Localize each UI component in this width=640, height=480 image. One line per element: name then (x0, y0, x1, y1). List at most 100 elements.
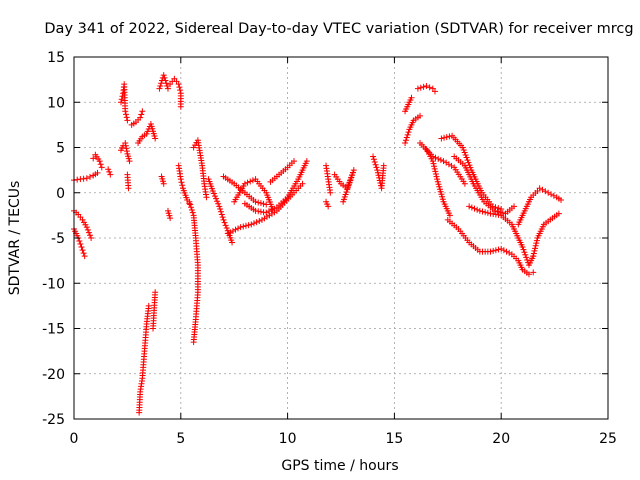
data-point (474, 206, 481, 213)
series-track-37 (444, 216, 537, 278)
data-point (436, 186, 443, 193)
data-point (487, 248, 494, 255)
data-point (463, 154, 470, 161)
data-point (545, 189, 552, 196)
data-point (242, 222, 249, 229)
data-point (160, 180, 167, 187)
data-point (303, 158, 310, 165)
data-point (83, 224, 90, 231)
data-point (123, 114, 130, 121)
data-point (503, 248, 510, 255)
series-track-41 (536, 185, 565, 203)
axis-ticks: 0 5 10 15 20 25 -25 -20 -15 -10 -5 0 5 10 15 (42, 50, 617, 447)
data-point (524, 256, 531, 263)
data-point (420, 83, 427, 90)
data-point (439, 193, 446, 200)
data-point (83, 175, 90, 182)
data-point (434, 178, 441, 185)
data-point (145, 302, 152, 309)
data-point (137, 114, 144, 121)
data-point (123, 148, 130, 155)
data-point (94, 169, 101, 176)
y-tick-label: -25 (42, 412, 65, 428)
data-point (466, 203, 473, 210)
data-point (371, 158, 378, 165)
data-point (163, 80, 170, 87)
data-point (88, 235, 95, 241)
y-tick-label: 15 (47, 50, 65, 66)
data-point (253, 219, 260, 226)
data-point (188, 206, 195, 213)
data-point (408, 94, 415, 101)
y-axis-label: SDTVAR / TECUs (7, 181, 23, 296)
data-point (370, 156, 377, 163)
data-point (179, 182, 186, 189)
data-point (446, 212, 453, 219)
y-tick-label: 0 (56, 186, 65, 202)
data-point (370, 153, 377, 160)
data-point (523, 254, 530, 261)
data-point (249, 177, 256, 184)
data-point (241, 180, 248, 187)
data-point (85, 229, 92, 236)
x-tick-label: 25 (599, 431, 617, 447)
data-point (495, 205, 502, 212)
data-point (433, 173, 440, 180)
data-point (263, 209, 270, 216)
data-point (220, 216, 227, 223)
series-track-27 (323, 198, 332, 210)
data-point (403, 134, 410, 141)
data-point (530, 250, 537, 257)
data-point (484, 209, 491, 216)
data-point (138, 111, 145, 118)
data-point (495, 246, 502, 253)
data-point (374, 169, 381, 176)
chart-title: Day 341 of 2022, Sidereal Day-to-day VTE… (44, 21, 633, 37)
data-point (78, 244, 85, 251)
data-point (532, 245, 539, 252)
series-track-17 (175, 162, 193, 207)
series-track-15 (164, 207, 174, 222)
data-point (250, 220, 257, 227)
y-tick-label: -20 (42, 367, 65, 383)
data-point (152, 289, 159, 296)
grid-lines (74, 57, 608, 419)
data-point (291, 158, 298, 165)
data-point (432, 154, 439, 161)
y-tick-label: 5 (56, 141, 65, 157)
series-track-14 (158, 173, 167, 187)
data-point (430, 160, 437, 167)
data-point (530, 253, 537, 260)
series-track-30 (402, 112, 424, 146)
series-track-08 (117, 81, 131, 124)
data-point (468, 204, 475, 211)
data-point (542, 188, 549, 195)
series-track-34 (423, 146, 453, 219)
series-track-24 (231, 176, 276, 213)
data-point (139, 108, 146, 115)
data-point (402, 137, 409, 144)
data-point (90, 155, 97, 162)
data-point (533, 240, 540, 247)
data-point (178, 179, 185, 186)
data-point (423, 82, 430, 89)
data-point (217, 208, 224, 215)
series-track-18 (186, 198, 201, 346)
data-point (265, 208, 272, 215)
data-point (210, 190, 217, 197)
data-points (71, 72, 565, 416)
data-point (107, 171, 114, 178)
data-point (435, 155, 442, 162)
x-tick-label: 20 (492, 431, 510, 447)
data-point (437, 188, 444, 195)
data-point (244, 179, 251, 186)
data-point (98, 164, 105, 171)
series-track-16 (167, 75, 184, 110)
data-point (438, 191, 445, 198)
data-point (222, 222, 229, 229)
series-track-05 (105, 166, 114, 178)
series-track-10 (135, 120, 159, 146)
data-point (471, 205, 478, 212)
data-point (157, 82, 164, 89)
